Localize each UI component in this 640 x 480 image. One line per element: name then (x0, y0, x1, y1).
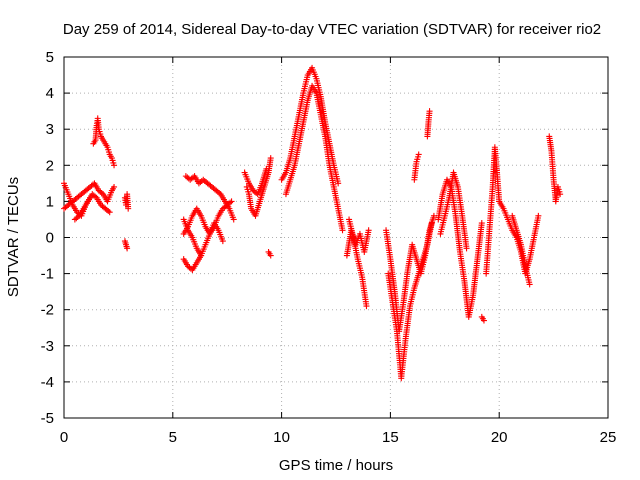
y-tick-label: 0 (46, 230, 54, 247)
y-tick-label: -3 (41, 338, 54, 355)
y-tick-label: 5 (46, 49, 54, 66)
x-tick-label: 0 (60, 429, 68, 446)
grid (64, 57, 608, 418)
chart: Day 259 of 2014, Sidereal Day-to-day VTE… (0, 0, 640, 480)
chart-title: Day 259 of 2014, Sidereal Day-to-day VTE… (63, 21, 601, 38)
x-axis: 0 5 10 15 20 25 (60, 57, 617, 446)
x-tick-label: 5 (169, 429, 177, 446)
x-tick-label: 15 (382, 429, 399, 446)
x-tick-label: 25 (600, 429, 617, 446)
y-tick-label: -1 (41, 266, 54, 283)
y-tick-label: 4 (46, 85, 54, 102)
x-tick-label: 10 (273, 429, 290, 446)
data-points (61, 65, 563, 381)
y-tick-label: 2 (46, 157, 54, 174)
y-axis-label: SDTVAR / TECUs (5, 177, 22, 297)
x-axis-label: GPS time / hours (279, 457, 393, 474)
y-tick-label: 3 (46, 121, 54, 138)
y-tick-label: -4 (41, 374, 54, 391)
y-tick-label: -5 (41, 410, 54, 427)
y-tick-label: 1 (46, 193, 54, 210)
y-tick-label: -2 (41, 302, 54, 319)
x-tick-label: 20 (491, 429, 508, 446)
